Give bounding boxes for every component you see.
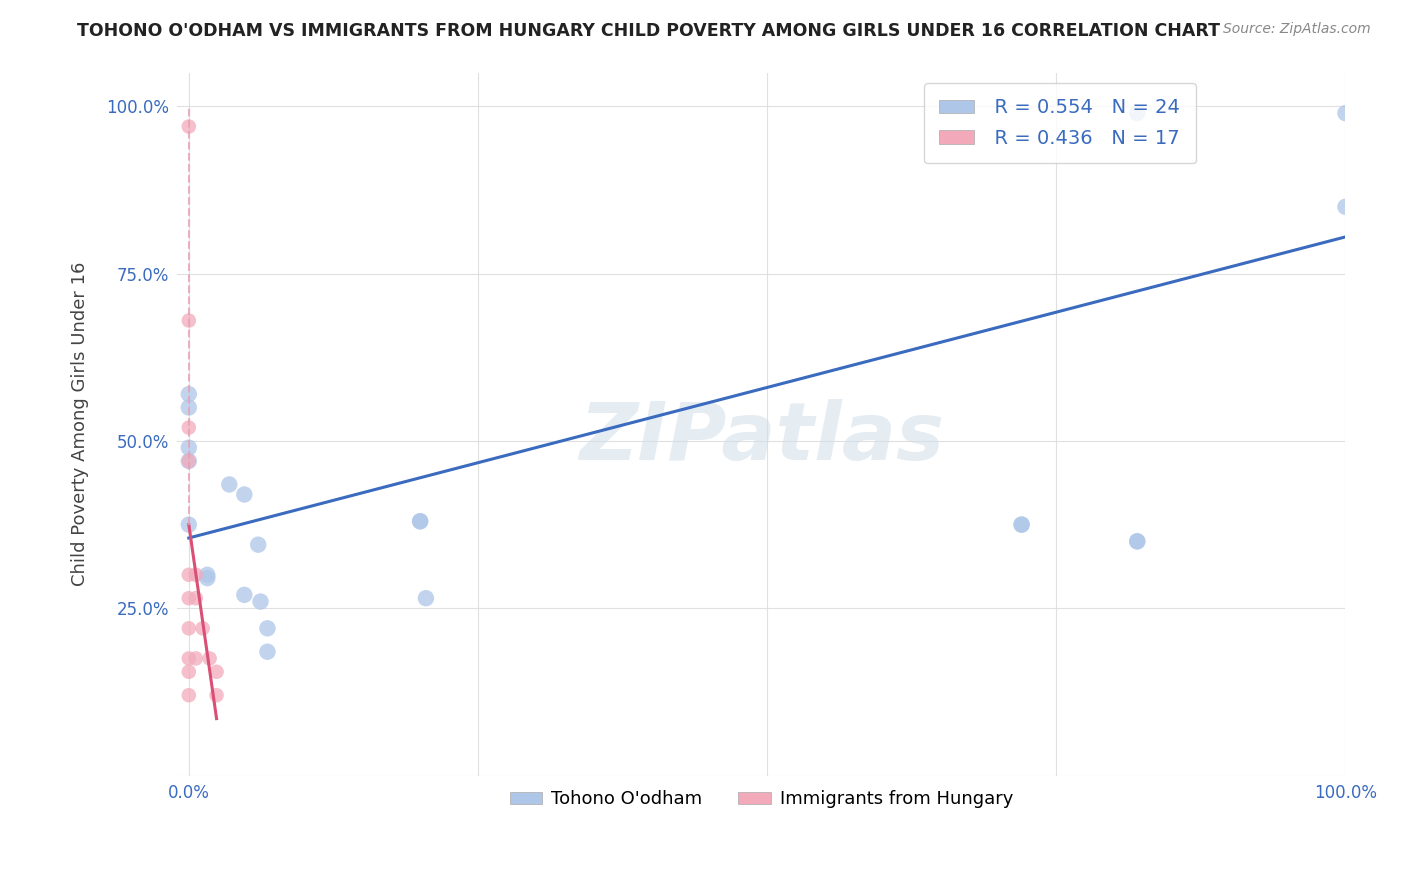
- Point: [233, 487, 256, 501]
- Point: [205, 665, 228, 679]
- Point: [177, 591, 200, 606]
- Point: [195, 567, 218, 582]
- Y-axis label: Child Poverty Among Girls Under 16: Child Poverty Among Girls Under 16: [72, 262, 89, 586]
- Point: [1011, 517, 1033, 532]
- Point: [218, 477, 240, 491]
- Point: [1126, 534, 1149, 549]
- Point: [177, 454, 200, 468]
- Point: [256, 621, 278, 635]
- Point: [177, 665, 200, 679]
- Point: [1126, 106, 1149, 120]
- Point: [256, 645, 278, 659]
- Point: [184, 591, 207, 606]
- Point: [249, 594, 271, 608]
- Point: [177, 621, 200, 635]
- Point: [177, 120, 200, 134]
- Point: [177, 387, 200, 401]
- Point: [415, 591, 437, 606]
- Point: [1334, 200, 1357, 214]
- Point: [177, 651, 200, 665]
- Point: [1011, 517, 1033, 532]
- Point: [247, 538, 270, 552]
- Point: [177, 401, 200, 415]
- Point: [184, 651, 207, 665]
- Text: Source: ZipAtlas.com: Source: ZipAtlas.com: [1223, 22, 1371, 37]
- Point: [233, 588, 256, 602]
- Point: [195, 571, 218, 585]
- Point: [177, 454, 200, 468]
- Point: [409, 514, 432, 528]
- Text: ZIPatlas: ZIPatlas: [579, 400, 943, 477]
- Point: [177, 420, 200, 434]
- Point: [205, 688, 228, 702]
- Point: [198, 651, 221, 665]
- Point: [409, 514, 432, 528]
- Point: [177, 441, 200, 455]
- Point: [177, 567, 200, 582]
- Text: TOHONO O'ODHAM VS IMMIGRANTS FROM HUNGARY CHILD POVERTY AMONG GIRLS UNDER 16 COR: TOHONO O'ODHAM VS IMMIGRANTS FROM HUNGAR…: [77, 22, 1220, 40]
- Point: [177, 313, 200, 327]
- Point: [184, 567, 207, 582]
- Point: [177, 688, 200, 702]
- Legend: Tohono O'odham, Immigrants from Hungary: Tohono O'odham, Immigrants from Hungary: [502, 783, 1021, 815]
- Point: [177, 517, 200, 532]
- Point: [1126, 534, 1149, 549]
- Point: [1334, 106, 1357, 120]
- Point: [191, 621, 214, 635]
